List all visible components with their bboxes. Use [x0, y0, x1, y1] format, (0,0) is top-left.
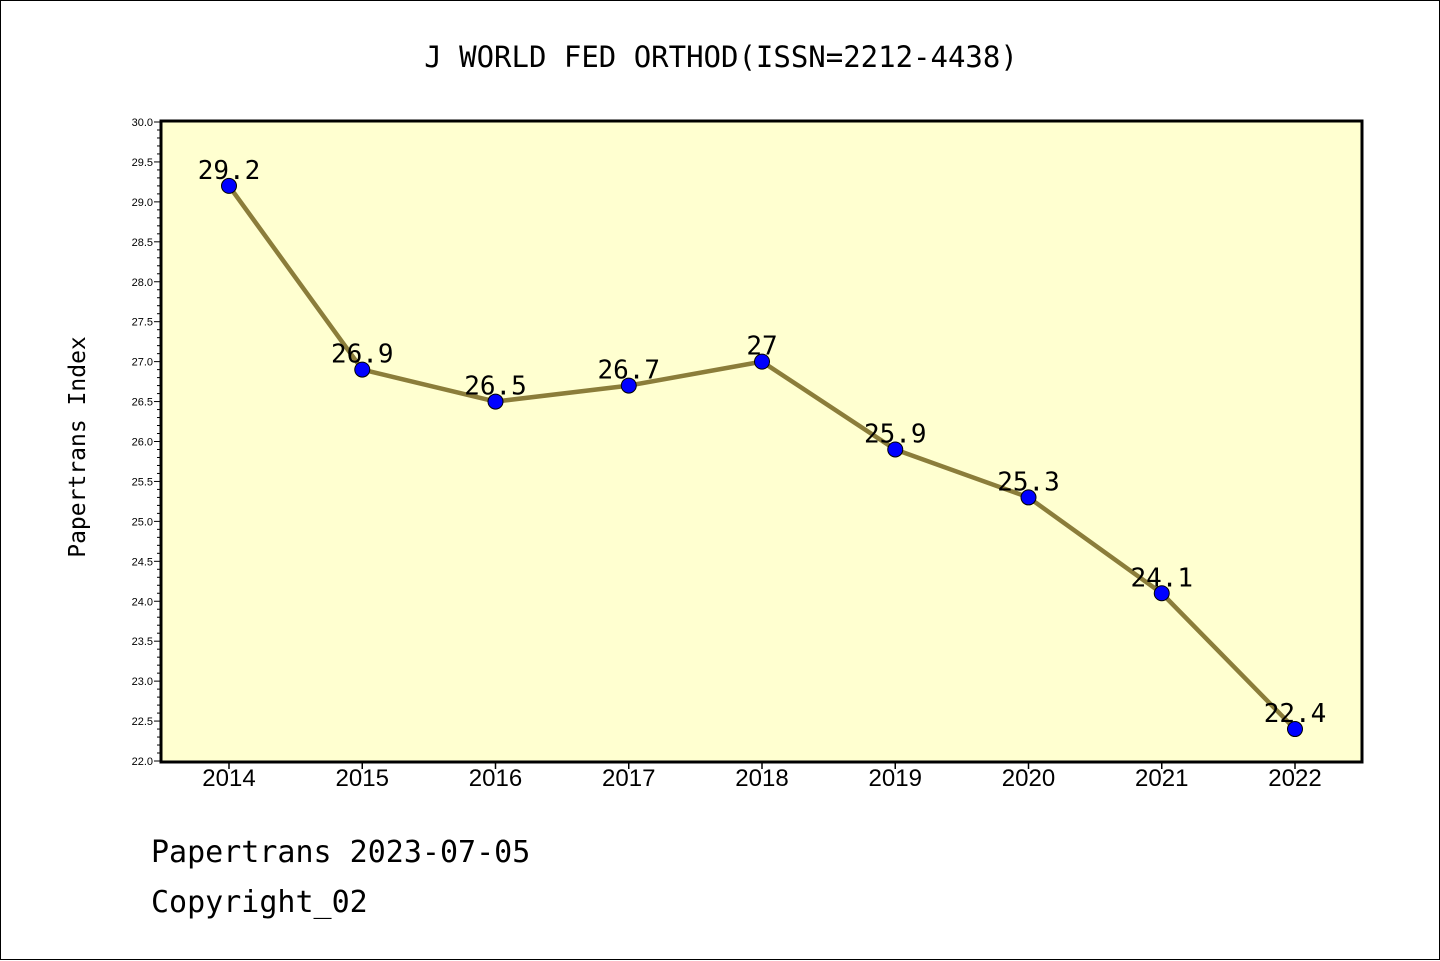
data-point-marker — [1287, 721, 1303, 738]
x-tick-label: 2018 — [735, 765, 788, 792]
x-tick-label: 2015 — [336, 765, 389, 792]
data-labels: 29.2 26.9 26.5 26.7 27 25.9 25.3 24.1 22.4 — [198, 156, 1327, 729]
data-point-marker — [221, 177, 237, 194]
data-point-marker — [487, 393, 504, 410]
footer-date: Papertrans 2023-07-05 — [151, 835, 531, 870]
y-tick-label: 24.0 — [132, 596, 153, 608]
y-tick-label: 28.0 — [132, 277, 153, 289]
y-tick-label: 23.5 — [132, 636, 153, 648]
y-tick-label: 23.0 — [132, 676, 153, 688]
x-tick-label: 2020 — [1002, 765, 1055, 792]
data-point-marker — [354, 361, 371, 378]
x-tick-label: 2017 — [602, 765, 655, 792]
data-label: 29.2 — [198, 156, 261, 186]
y-tick-label: 25.5 — [132, 476, 153, 488]
data-label: 26.9 — [331, 340, 394, 370]
y-tick-label: 22.5 — [132, 716, 153, 728]
y-tick-label: 26.5 — [132, 397, 153, 409]
chart-title: J WORLD FED ORTHOD(ISSN=2212-4438) — [424, 40, 1018, 74]
data-point-marker — [887, 441, 904, 458]
x-tick-label: 2019 — [869, 765, 922, 792]
x-axis: 2014 2015 2016 2017 2018 2019 2020 2021 2022 — [202, 762, 1322, 792]
y-tick-label: 27.0 — [132, 357, 153, 369]
data-label: 24.1 — [1130, 563, 1193, 593]
y-tick-label: 24.5 — [132, 556, 153, 568]
plot-area — [159, 119, 1364, 764]
x-tick-label: 2022 — [1268, 765, 1321, 792]
data-label: 27 — [746, 332, 777, 362]
x-tick-label: 2016 — [469, 765, 522, 792]
data-point-marker — [620, 377, 637, 394]
y-tick-label: 22.0 — [132, 756, 153, 768]
x-tick-label: 2014 — [202, 765, 255, 792]
data-label: 22.4 — [1264, 699, 1327, 729]
x-tick-label: 2021 — [1135, 765, 1188, 792]
y-tick-label: 29.5 — [132, 157, 153, 169]
footer-copyright: Copyright_02 — [151, 885, 368, 920]
data-point-marker — [1153, 585, 1170, 602]
data-label: 25.9 — [864, 419, 927, 449]
data-point-marker — [1020, 489, 1037, 506]
data-label: 26.5 — [464, 372, 527, 402]
y-tick-label: 25.0 — [132, 516, 153, 528]
y-tick-label: 26.0 — [132, 437, 153, 449]
y-tick-label: 30.0 — [132, 117, 153, 129]
y-tick-label: 29.0 — [132, 197, 153, 209]
data-label: 26.7 — [597, 356, 660, 386]
y-tick-label: 28.5 — [132, 237, 153, 249]
data-point-marker — [754, 353, 770, 370]
data-markers — [221, 177, 1303, 738]
y-axis-label: Papertrans Index — [65, 336, 91, 558]
data-label: 25.3 — [997, 467, 1060, 497]
y-tick-label: 27.5 — [132, 317, 153, 329]
y-axis: 22.0 22.5 23.0 23.5 24.0 24.5 25.0 25.5 26.0 26.5… — [132, 117, 161, 768]
